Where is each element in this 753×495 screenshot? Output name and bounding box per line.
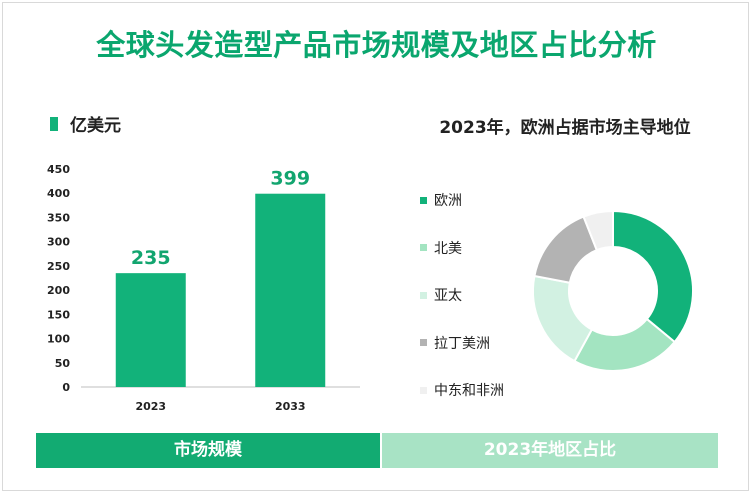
- y-tick-label: 350: [47, 211, 70, 224]
- legend-label: 亚太: [434, 288, 462, 304]
- y-tick-label: 150: [47, 308, 70, 321]
- legend-item: 中东和非洲: [420, 380, 504, 400]
- legend-swatch: [420, 339, 427, 346]
- unit-label: 亿美元: [70, 116, 121, 136]
- unit-legend-swatch: [50, 116, 58, 131]
- legend-label: 中东和非洲: [434, 383, 504, 399]
- y-tick-label: 400: [47, 187, 70, 200]
- y-tick-label: 200: [47, 284, 70, 297]
- y-tick-label: 300: [47, 236, 70, 249]
- unit-legend: 亿美元: [50, 111, 121, 136]
- y-tick-label: 0: [62, 381, 70, 394]
- pie-chart-title: 2023年，欧洲占据市场主导地位: [439, 118, 691, 138]
- x-tick-label: 2033: [275, 400, 306, 413]
- legend-label: 拉丁美洲: [434, 335, 490, 352]
- x-tick-label: 2023: [135, 400, 166, 413]
- legend-item: 欧洲: [420, 190, 504, 210]
- pie-legend: 欧洲北美亚太拉丁美洲中东和非洲: [420, 190, 504, 428]
- legend-swatch: [420, 386, 427, 394]
- donut-slice-0: [612, 209, 694, 344]
- legend-item: 拉丁美洲: [420, 333, 504, 353]
- bar-2023: [115, 273, 186, 387]
- legend-item: 北美: [420, 238, 504, 258]
- legend-label: 北美: [434, 240, 462, 257]
- donut-slice-4: [582, 209, 614, 252]
- legend-item: 亚太: [420, 285, 504, 305]
- legend-swatch: [420, 196, 427, 204]
- y-tick-label: 250: [47, 260, 70, 273]
- y-tick-label: 50: [55, 357, 71, 370]
- page-title: 全球头发造型产品市场规模及地区占比分析: [96, 28, 657, 62]
- y-tick-label: 100: [47, 333, 70, 346]
- bar-2033: [255, 193, 326, 387]
- legend-label: 欧洲: [434, 193, 462, 209]
- footer-region-share-label: 2023年地区占比: [382, 433, 718, 468]
- bar-data-label: 235: [131, 247, 171, 269]
- bar-data-label: 399: [270, 168, 310, 190]
- footer-market-size-label: 市场规模: [36, 433, 380, 468]
- legend-swatch: [420, 244, 427, 251]
- y-tick-label: 450: [47, 163, 70, 176]
- legend-swatch: [420, 291, 427, 299]
